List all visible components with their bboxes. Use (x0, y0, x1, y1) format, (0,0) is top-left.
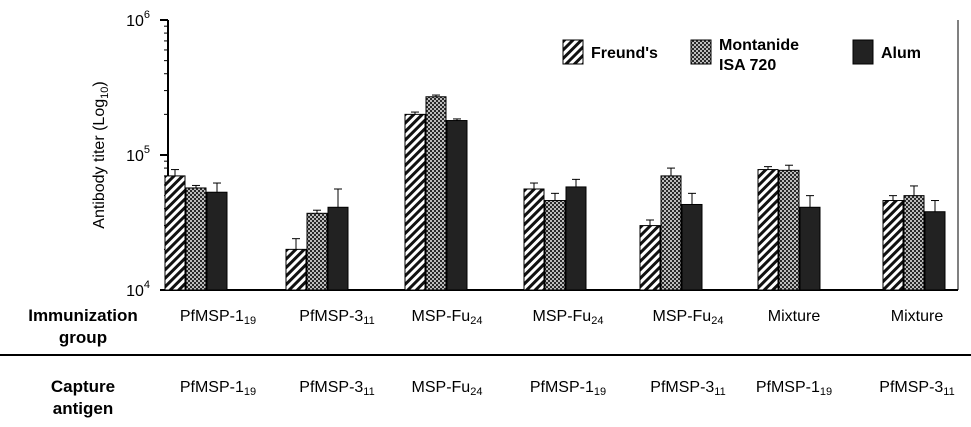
row-divider (0, 354, 971, 356)
bar-freunds (639, 225, 661, 291)
capture-row-header: Capture antigen (8, 376, 158, 420)
bar-freunds (164, 175, 186, 291)
bar-alum (327, 206, 349, 291)
immunization-header-line2: group (58, 328, 108, 347)
capture-antigen-label: PfMSP-119 (179, 379, 257, 398)
immunization-group-label: PfMSP-119 (179, 308, 257, 327)
bar-freunds (757, 169, 779, 291)
bar-freunds (882, 200, 904, 291)
bar-montanide (660, 175, 682, 291)
bar-alum (206, 191, 228, 291)
y-tick-label: 105 (126, 144, 150, 165)
immunization-group-label: Mixture (890, 308, 944, 325)
immunization-group-label: MSP-Fu24 (532, 308, 604, 327)
capture-antigen-label: MSP-Fu24 (411, 379, 483, 398)
capture-antigen-label: PfMSP-119 (755, 379, 833, 398)
legend-freunds-swatch (562, 39, 584, 65)
bar-alum (924, 211, 946, 291)
capture-antigen-label: PfMSP-311 (299, 379, 375, 398)
bar-montanide (778, 169, 800, 291)
bar-freunds (285, 248, 307, 291)
error-bars-layer (171, 94, 939, 250)
immunization-group-label: Mixture (767, 308, 821, 325)
capture-antigen-label: PfMSP-311 (879, 379, 955, 398)
immunization-group-label: PfMSP-311 (299, 308, 375, 327)
legend-montanide-label: Montanide (719, 37, 799, 54)
legend: Freund's Montanide ISA 720 Alum (562, 37, 921, 74)
immunization-header-line1: Immunization (28, 306, 138, 325)
bar-alum (799, 206, 821, 291)
bar-montanide (185, 187, 207, 291)
y-tick-label: 104 (126, 279, 150, 300)
bar-montanide (903, 195, 925, 291)
capture-antigen-label: PfMSP-311 (650, 379, 726, 398)
legend-freunds-label: Freund's (591, 45, 658, 62)
bar-montanide (425, 96, 447, 291)
capture-header-line1: Capture (50, 377, 116, 396)
legend-alum-swatch (852, 39, 874, 65)
legend-montanide-label: ISA 720 (719, 57, 776, 74)
bars-layer (164, 96, 946, 291)
legend-alum-label: Alum (881, 45, 921, 62)
legend-montanide-swatch (690, 39, 712, 65)
y-axis-label: Antibody titer (Log10) (91, 81, 111, 228)
bar-alum (446, 120, 468, 291)
immunization-group-label: MSP-Fu24 (411, 308, 483, 327)
bar-freunds (523, 188, 545, 291)
bar-alum (565, 186, 587, 291)
bar-freunds (404, 113, 426, 291)
immunization-row-header: Immunization group (8, 305, 158, 349)
bar-chart: 104 105 106 Antibody titer (Log10) Freund's… (91, 9, 959, 300)
immunization-group-label: MSP-Fu24 (652, 308, 724, 327)
bar-alum (681, 203, 703, 291)
capture-antigen-label: PfMSP-119 (529, 379, 607, 398)
capture-header-line2: antigen (52, 399, 114, 418)
y-tick-label: 106 (126, 9, 150, 30)
bar-montanide (544, 200, 566, 291)
bar-montanide (306, 212, 328, 291)
